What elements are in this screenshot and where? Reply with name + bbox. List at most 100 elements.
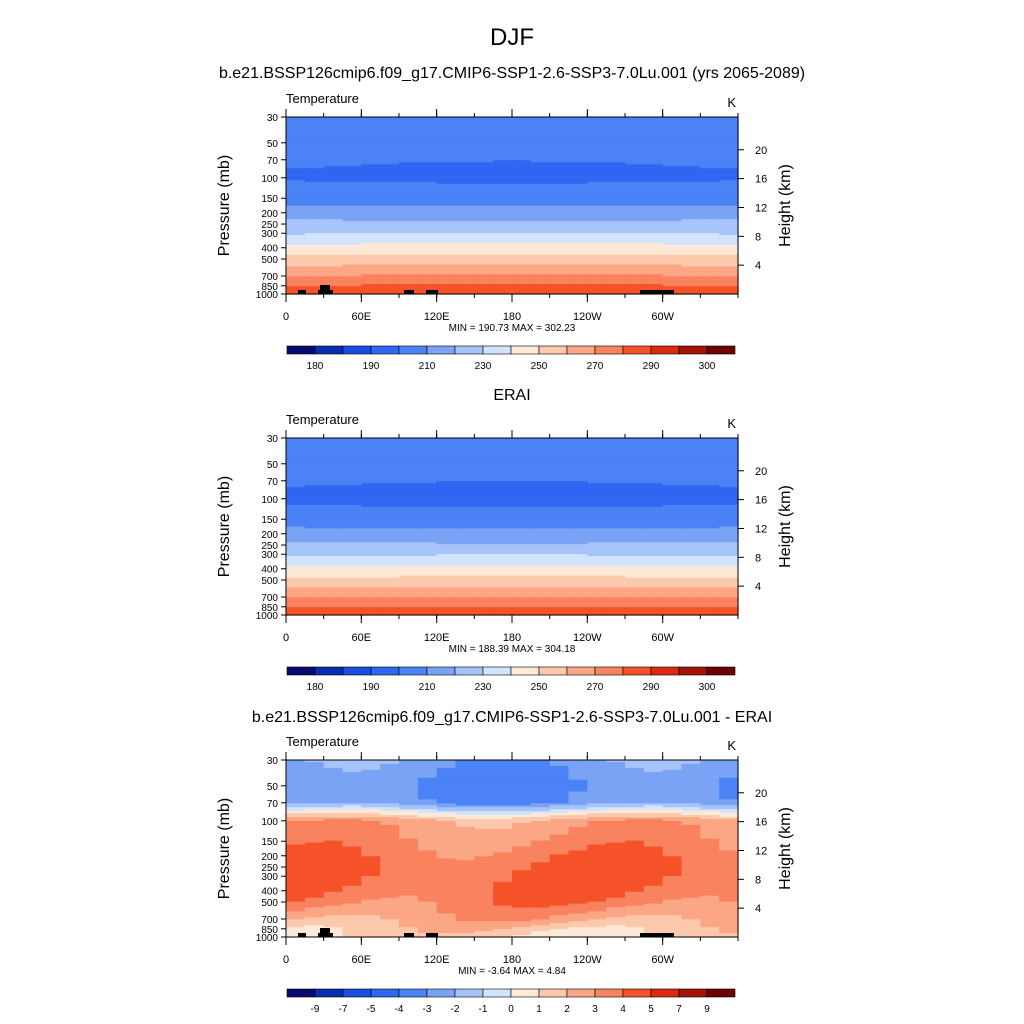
model-field-cell [512,152,532,155]
model-field-cell [361,168,381,171]
obs-field-cell [512,544,532,547]
model-field-cell [436,138,457,142]
diff-field-cell [549,791,570,795]
model-field-cell [493,205,513,209]
model-field-cell [512,233,532,236]
model-field-cell [304,187,325,191]
diff-field-cell [436,779,457,783]
model-field-cell [399,189,419,193]
model-field-cell [643,136,664,140]
obs-field-cell [436,443,457,447]
model-field-cell [700,231,720,234]
obs-field-cell [681,603,701,606]
obs-field-cell [286,487,306,490]
model-field-cell [681,191,701,195]
model-field-cell [361,134,381,138]
model-field-cell [436,187,457,191]
obs-field-cell [361,611,381,614]
obs-field-cell [380,587,400,591]
obs-field-cell [286,524,306,528]
model-field-cell [700,140,720,144]
obs-field-cell [417,506,438,510]
obs-field-cell [568,469,588,473]
model-field-cell [530,292,551,295]
diff-field-cell [493,771,513,775]
model-field-cell [530,142,551,146]
obs-field-cell [286,613,306,616]
obs-field-cell [380,611,400,614]
model-field-cell [286,124,306,128]
obs-field-cell [286,587,306,591]
model-field-cell [681,126,701,130]
obs-field-cell [568,597,588,600]
diff-field-cell [286,781,306,785]
model-field-cell [323,177,344,181]
model-field-cell [700,217,720,220]
model-y-tick-label: 700 [261,272,278,283]
obs-y-tick-label: 150 [261,515,278,526]
obs-field-cell [568,473,588,476]
model-field-cell [587,144,607,148]
obs-field-cell [304,575,325,579]
model-field-cell [323,242,344,246]
diff-field-cell [399,763,419,767]
diff-field-cell [719,787,739,791]
model-field-cell [342,292,362,295]
model-field-cell [681,117,701,120]
model-field-cell [361,148,381,152]
model-field-cell [512,132,532,136]
obs-field-cell [700,479,720,482]
model-field-cell [700,166,720,169]
obs-field-cell [286,595,306,598]
model-field-cell [719,152,739,155]
obs-field-cell [662,518,683,522]
obs-field-cell [719,514,739,518]
obs-field-cell [530,487,551,490]
obs-field-cell [530,514,551,518]
obs-field-cell [662,595,683,598]
diff-field-cell [474,760,494,763]
model-field-cell [700,132,720,136]
obs-field-cell [380,467,400,471]
obs-field-cell [399,467,419,471]
model-field-cell [455,217,475,220]
obs-field-cell [474,459,494,463]
obs-field-cell [719,520,739,524]
model-field-cell [549,128,570,132]
model-field-cell [662,162,683,165]
model-field-cell [643,176,664,179]
model-y-tick-label: 250 [261,220,278,231]
obs-field-cell [436,473,457,476]
diff-field-cell [587,775,607,779]
obs-field-cell [304,599,325,602]
obs-field-cell [719,504,739,508]
obs-field-cell [380,497,400,500]
obs-field-cell [474,571,494,575]
obs-field-cell [323,455,344,459]
model-field-cell [606,136,626,140]
model-field-cell [549,162,570,165]
model-field-cell [512,215,532,218]
model-field-cell [719,221,739,224]
obs-field-cell [549,575,570,579]
obs-field-cell [643,457,664,461]
obs-field-cell [286,554,306,557]
obs-field-cell [530,457,551,461]
obs-field-cell [286,471,306,474]
model-field-cell [530,276,551,279]
obs-field-cell [606,532,626,535]
model-field-cell [549,227,570,230]
obs-field-cell [587,605,607,608]
obs-field-cell [719,508,739,512]
obs-field-cell [455,569,475,573]
obs-field-cell [399,528,419,532]
obs-field-cell [399,559,419,563]
model-height-tick-label: 8 [755,231,761,243]
obs-field-cell [436,465,457,469]
model-field-cell [719,197,739,201]
diff-field-cell [380,779,400,783]
model-field-cell [587,120,607,124]
diff-field-cell [342,787,362,791]
model-field-cell [568,215,588,218]
obs-field-cell [606,528,626,532]
